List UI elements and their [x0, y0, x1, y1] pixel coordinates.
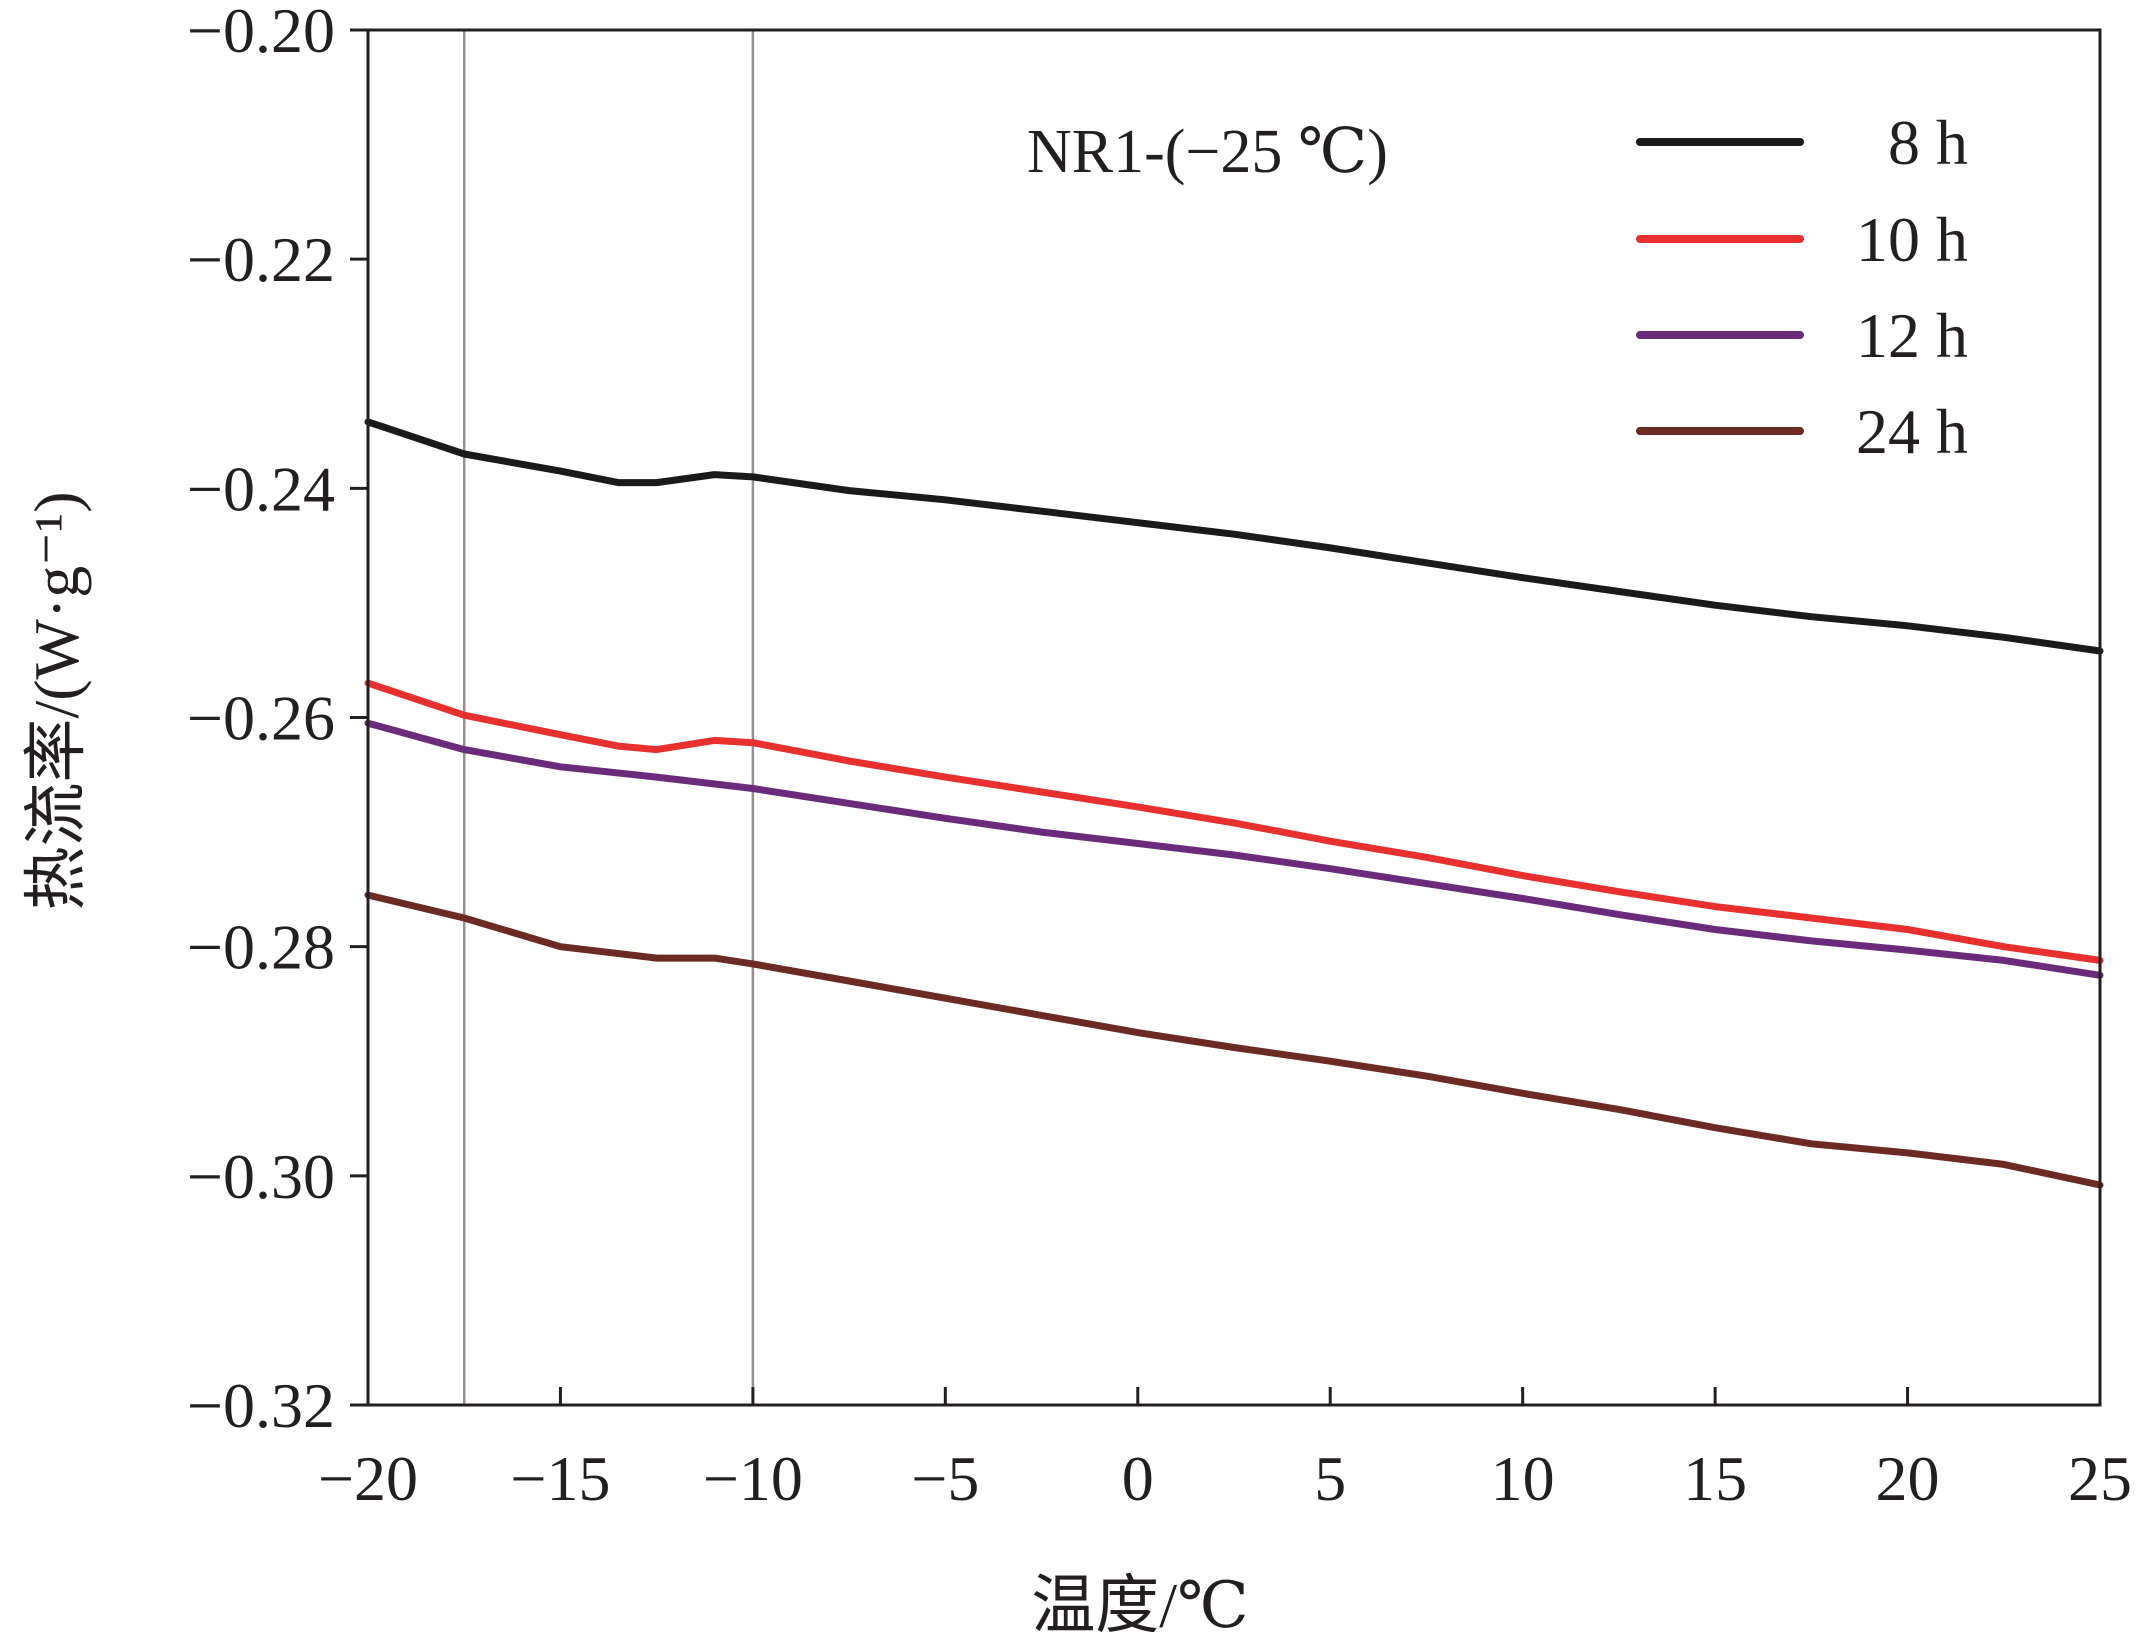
- y-tick-label: −0.22: [187, 224, 335, 295]
- y-axis-title: 热流率/(W·g⁻¹): [21, 491, 92, 910]
- series-line-10h: [364, 679, 2104, 964]
- reference-lines: [462, 30, 755, 1405]
- legend: 8 h 10 h 12 h 24 h: [1636, 107, 1968, 467]
- x-tick-label: −10: [703, 1443, 803, 1514]
- x-tick-label: −15: [510, 1443, 610, 1514]
- x-tick-label: 5: [1314, 1443, 1346, 1514]
- series-line-8h: [364, 418, 2104, 655]
- y-tick-label: −0.24: [187, 453, 335, 524]
- y-axis-tick-labels: −0.20 −0.22 −0.24 −0.26 −0.28 −0.30 −0.32: [187, 0, 335, 1441]
- y-tick-label: −0.32: [187, 1370, 335, 1441]
- x-axis-ticks: [366, 1387, 2102, 1405]
- x-tick-label: 20: [1876, 1443, 1940, 1514]
- x-tick-label: 25: [2068, 1443, 2132, 1514]
- legend-label-8h: 8 h: [1888, 107, 1968, 178]
- x-tick-label: −20: [318, 1443, 418, 1514]
- legend-label-12h: 12 h: [1856, 300, 1968, 371]
- x-tick-label: 10: [1491, 1443, 1555, 1514]
- x-axis-title: 温度/℃: [1031, 1570, 1248, 1638]
- y-axis-ticks: [350, 28, 368, 1407]
- y-tick-label: −0.20: [187, 0, 335, 66]
- x-axis-tick-labels: −20 −15 −10 −5 0 5 10 15 20 25: [318, 1443, 2132, 1514]
- series-line-24h: [364, 891, 2104, 1189]
- x-tick-label: 0: [1122, 1443, 1154, 1514]
- y-tick-label: −0.30: [187, 1141, 335, 1212]
- x-tick-label: 15: [1683, 1443, 1747, 1514]
- chart-annotation: NR1-(−25 ℃): [1027, 118, 1388, 186]
- y-tick-label: −0.28: [187, 912, 335, 983]
- legend-label-10h: 10 h: [1856, 204, 1968, 275]
- plot-frame: [366, 28, 2102, 1407]
- y-tick-label: −0.26: [187, 683, 335, 754]
- legend-label-24h: 24 h: [1856, 396, 1968, 467]
- series-lines: [364, 418, 2104, 1189]
- series-line-12h: [364, 719, 2104, 979]
- x-tick-label: −5: [911, 1443, 979, 1514]
